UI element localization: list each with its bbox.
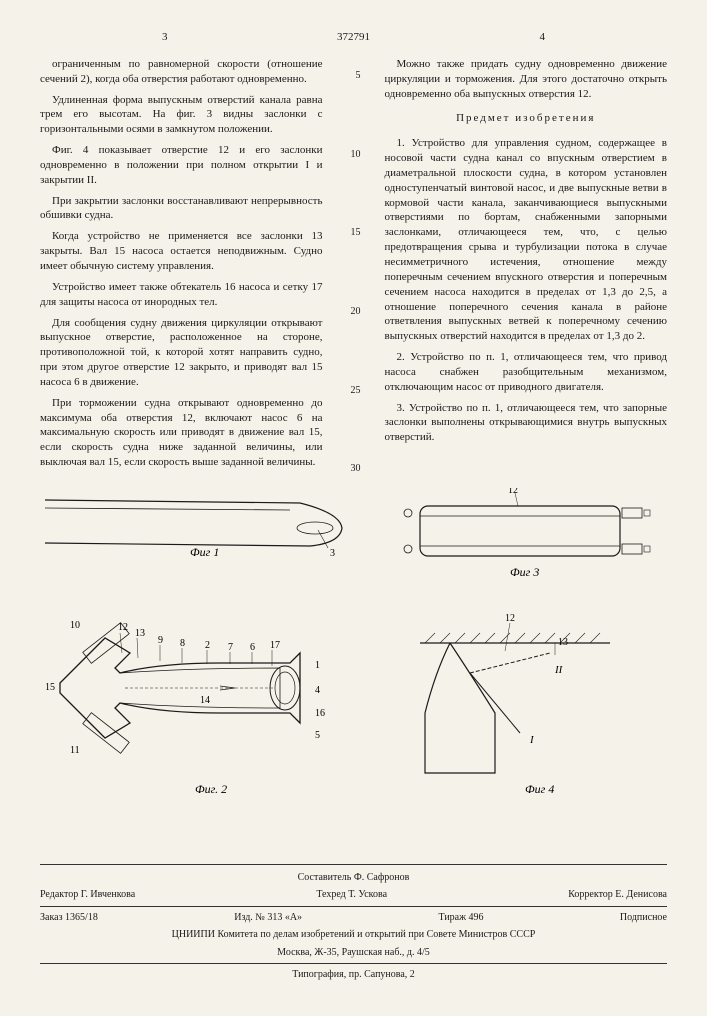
callout: 6 <box>250 642 255 653</box>
callout: 8 <box>180 638 185 649</box>
right-column: Можно также придать судну одновременно д… <box>385 57 668 476</box>
left-column: ограниченным по равномерной скорости (от… <box>40 57 323 476</box>
callout: 13 <box>558 637 568 648</box>
para: Устройство имеет также обтекатель 16 нас… <box>40 280 323 310</box>
figure-3: 12 Фиг 3 <box>390 488 660 578</box>
callout: 5 <box>315 730 320 741</box>
line-num: 5 <box>347 69 361 83</box>
para: Когда устройство не применяется все засл… <box>40 229 323 274</box>
footer-techred: Техред Т. Ускова <box>316 888 387 902</box>
callout: 12 <box>118 622 128 633</box>
figure-1: 3 Фиг 1 <box>40 488 350 558</box>
page-num-right: 4 <box>418 30 668 45</box>
doc-number: 372791 <box>314 30 394 45</box>
footer-editor: Редактор Г. Ивченкова <box>40 888 135 902</box>
callout: 14 <box>200 695 210 706</box>
header-row: 3 372791 4 <box>40 30 667 45</box>
line-num: 10 <box>347 148 361 162</box>
callout: 9 <box>158 635 163 646</box>
callout: II <box>554 664 564 676</box>
callout: 13 <box>135 628 145 639</box>
callout: 15 <box>45 682 55 693</box>
callout: 12 <box>505 613 515 624</box>
callout: I <box>529 734 535 746</box>
divider <box>40 963 667 964</box>
line-num: 20 <box>347 305 361 319</box>
para: При торможении судна открывают одновреме… <box>40 396 323 470</box>
line-num: 15 <box>347 226 361 240</box>
claim: 3. Устройство по п. 1, отличающееся тем,… <box>385 401 668 446</box>
callout: 1 <box>315 660 320 671</box>
fig-label: Фиг 1 <box>190 545 219 558</box>
footer-typography: Типография, пр. Сапунова, 2 <box>40 968 667 982</box>
claims-title: Предмет изобретения <box>385 111 668 126</box>
footer-signed: Подписное <box>620 911 667 925</box>
callout: 2 <box>205 640 210 651</box>
claim: 2. Устройство по п. 1, отличающееся тем,… <box>385 350 668 395</box>
fig-label: Фиг. 2 <box>195 782 227 796</box>
line-num: 30 <box>347 462 361 476</box>
footer-tirazh: Тираж 496 <box>438 911 483 925</box>
para: Удлиненная форма выпускным отверстий кан… <box>40 93 323 138</box>
footer: Составитель Ф. Сафронов Редактор Г. Ивче… <box>40 864 667 982</box>
callout: 17 <box>270 640 280 651</box>
figures-area: 3 Фиг 1 15 10 11 12 13 9 8 2 7 6 17 1 4 … <box>40 488 667 848</box>
fig-label: Фиг 4 <box>525 782 554 796</box>
para: При закрытии заслонки восстанавливают не… <box>40 194 323 224</box>
para: Можно также придать судну одновременно д… <box>385 57 668 102</box>
claim: 1. Устройство для управления судном, сод… <box>385 136 668 344</box>
page-num-left: 3 <box>40 30 290 45</box>
divider <box>40 906 667 907</box>
callout: 4 <box>315 685 320 696</box>
para: ограниченным по равномерной скорости (от… <box>40 57 323 87</box>
footer-order: Заказ 1365/18 <box>40 911 98 925</box>
figure-2: 15 10 11 12 13 9 8 2 7 6 17 1 4 16 14 5 … <box>40 568 360 818</box>
text-columns: ограниченным по равномерной скорости (от… <box>40 57 667 476</box>
line-num: 25 <box>347 384 361 398</box>
callout: 12 <box>508 488 518 496</box>
callout: 16 <box>315 708 325 719</box>
footer-org: ЦНИИПИ Комитета по делам изобретений и о… <box>40 928 667 942</box>
fig-label: Фиг 3 <box>510 565 539 578</box>
para: Для сообщения судну движения циркуляции … <box>40 316 323 390</box>
callout: 10 <box>70 620 80 631</box>
callout: 11 <box>70 745 80 756</box>
footer-izd: Изд. № 313 «А» <box>234 911 302 925</box>
callout: 7 <box>228 642 233 653</box>
line-numbers: 5 10 15 20 25 30 <box>347 57 361 476</box>
para: Фиг. 4 показывает отверстие 12 и его зас… <box>40 143 323 188</box>
footer-compiler: Составитель Ф. Сафронов <box>40 871 667 885</box>
callout: 3 <box>330 548 335 558</box>
footer-corrector: Корректор Е. Денисова <box>568 888 667 902</box>
footer-addr: Москва, Ж-35, Раушская наб., д. 4/5 <box>40 946 667 960</box>
figure-4: 12 13 I II Фиг 4 <box>410 613 670 813</box>
